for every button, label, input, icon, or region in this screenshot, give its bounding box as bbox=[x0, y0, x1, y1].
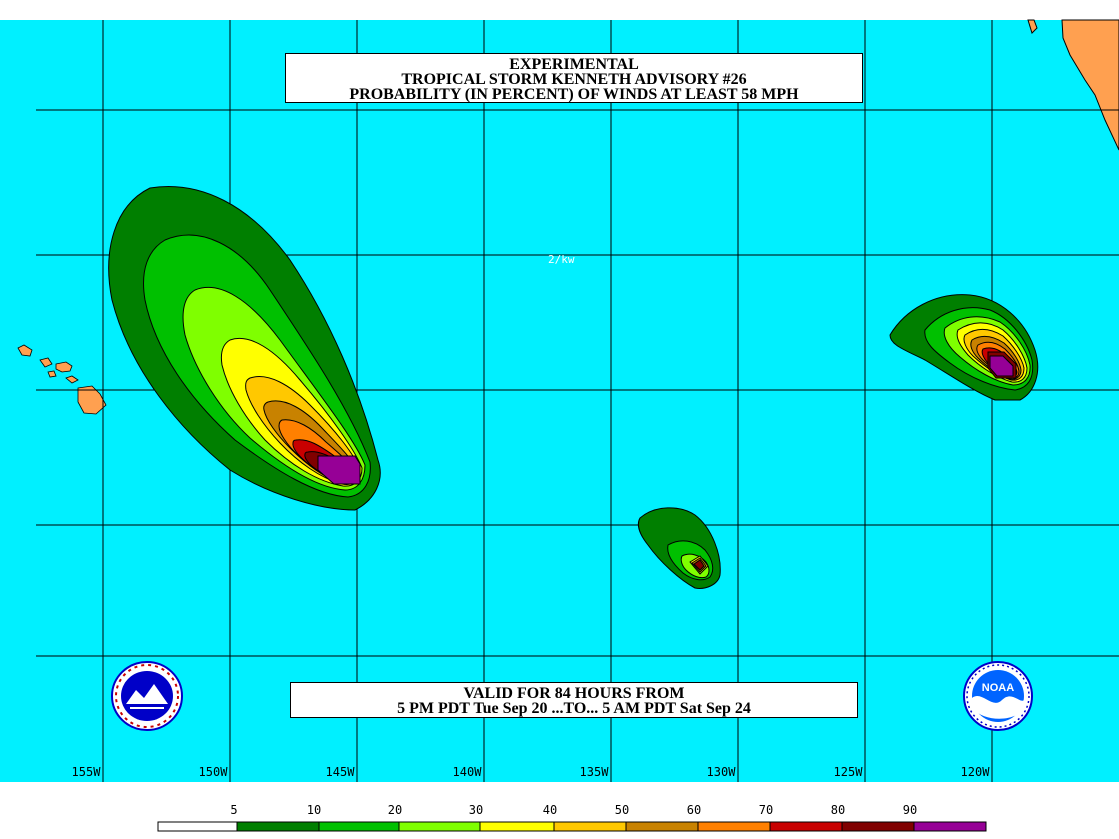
legend-swatch-10 bbox=[913, 821, 987, 832]
legend-label-50: 50 bbox=[614, 803, 630, 817]
legend-swatch-9 bbox=[841, 821, 915, 832]
legend-swatch-3 bbox=[398, 821, 481, 832]
nws-logo-icon bbox=[111, 661, 183, 731]
legend-label-5: 5 bbox=[230, 803, 238, 817]
mainland-coast bbox=[1061, 19, 1119, 151]
swath-east bbox=[889, 294, 1039, 401]
hawaii-islands bbox=[17, 344, 107, 415]
legend-label-40: 40 bbox=[542, 803, 558, 817]
noaa-logo-text: NOAA bbox=[982, 682, 1014, 694]
title-line-3: PROBABILITY (IN PERCENT) OF WINDS AT LEA… bbox=[349, 86, 799, 103]
lon-label-155w: 155W bbox=[71, 765, 101, 779]
swath-central bbox=[637, 507, 721, 589]
legend-label-70: 70 bbox=[758, 803, 774, 817]
legend-label-90: 90 bbox=[902, 803, 918, 817]
legend-swatch-5 bbox=[553, 821, 627, 832]
legend-swatch-0 bbox=[157, 821, 238, 832]
legend-label-30: 30 bbox=[468, 803, 484, 817]
legend-label-10: 10 bbox=[306, 803, 322, 817]
legend-swatch-6 bbox=[625, 821, 699, 832]
valid-line-2: 5 PM PDT Tue Sep 20 ...TO... 5 AM PDT Sa… bbox=[397, 700, 751, 717]
legend-label-80: 80 bbox=[830, 803, 846, 817]
legend-label-20: 20 bbox=[387, 803, 403, 817]
advisory-title-box: EXPERIMENTAL TROPICAL STORM KENNETH ADVI… bbox=[285, 53, 863, 103]
valid-line-1: VALID FOR 84 HOURS FROM bbox=[463, 685, 685, 702]
watermark-text: 2/kw bbox=[548, 253, 575, 266]
lon-label-120w: 120W bbox=[960, 765, 990, 779]
valid-period-box: VALID FOR 84 HOURS FROM 5 PM PDT Tue Sep… bbox=[290, 682, 858, 718]
lon-label-145w: 145W bbox=[325, 765, 355, 779]
legend-swatch-7 bbox=[697, 821, 771, 832]
swath-west bbox=[108, 186, 381, 511]
legend-swatch-4 bbox=[479, 821, 555, 832]
legend-swatch-2 bbox=[318, 821, 400, 832]
legend-label-60: 60 bbox=[686, 803, 702, 817]
title-line-1: EXPERIMENTAL bbox=[509, 56, 639, 73]
color-legend bbox=[157, 821, 987, 832]
lon-label-150w: 150W bbox=[198, 765, 228, 779]
baja-coast bbox=[1027, 19, 1038, 34]
lon-label-140w: 140W bbox=[452, 765, 482, 779]
noaa-logo-icon: NOAA bbox=[963, 661, 1033, 731]
lon-label-135w: 135W bbox=[579, 765, 609, 779]
legend-swatch-1 bbox=[236, 821, 320, 832]
legend-swatch-8 bbox=[769, 821, 843, 832]
lon-label-125w: 125W bbox=[833, 765, 863, 779]
title-line-2: TROPICAL STORM KENNETH ADVISORY #26 bbox=[401, 71, 747, 88]
lon-label-130w: 130W bbox=[706, 765, 736, 779]
